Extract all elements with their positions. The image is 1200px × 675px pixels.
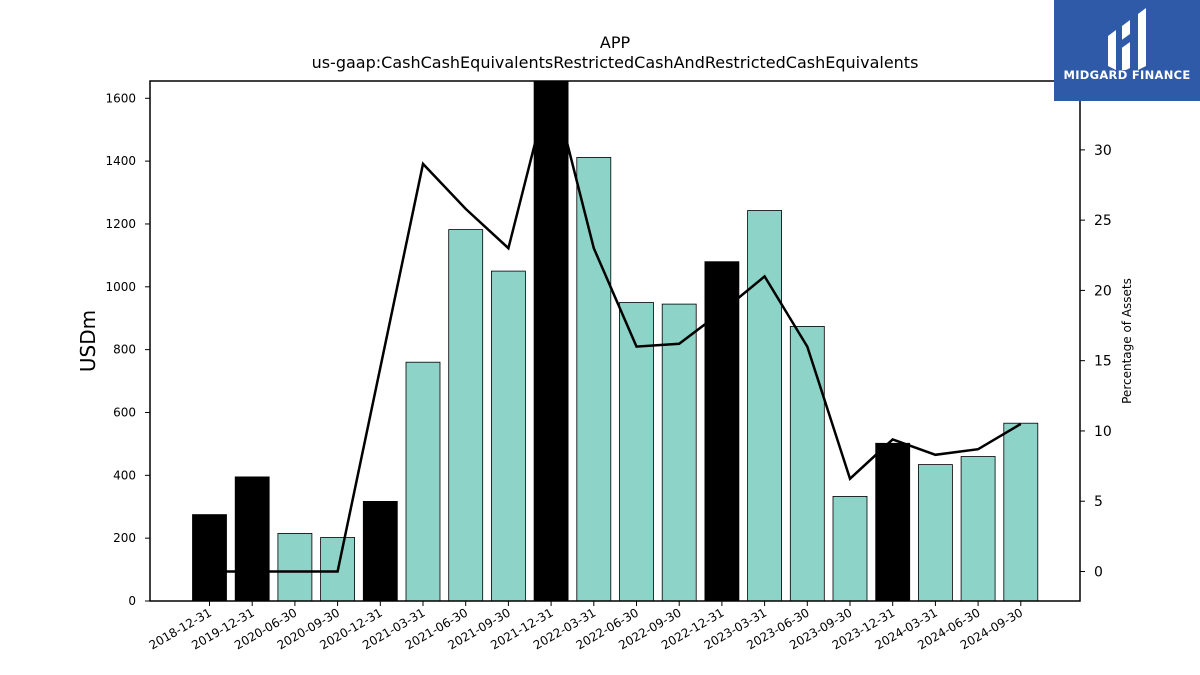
y2-tick-label: 15 bbox=[1094, 354, 1112, 370]
y-axis: 0 200 400 600 800 1000 1200 1400 1600 bbox=[105, 91, 150, 608]
bar-2022-09-30 bbox=[661, 303, 697, 602]
bar-2024-03-31 bbox=[918, 464, 953, 602]
bar-2018-12-31 bbox=[192, 514, 227, 602]
x-axis: 2018-12-312019-12-312020-06-302020-09-30… bbox=[147, 601, 1025, 652]
logo-mark-icon bbox=[1108, 8, 1146, 70]
y-tick-label: 200 bbox=[113, 531, 136, 545]
y-tick-label: 1400 bbox=[105, 154, 136, 168]
bar-2023-12-31 bbox=[875, 442, 911, 602]
y-tick-label: 600 bbox=[113, 405, 136, 419]
bar-2023-03-31 bbox=[747, 210, 782, 602]
bar-2024-06-30 bbox=[960, 456, 996, 602]
y2-tick-label: 0 bbox=[1094, 564, 1103, 580]
bar-2022-03-31 bbox=[576, 156, 612, 602]
y2-tick-label: 20 bbox=[1094, 283, 1112, 299]
bar-2021-06-30 bbox=[448, 229, 484, 602]
plot-frame bbox=[149, 80, 1081, 602]
chart-title: APP bbox=[600, 33, 631, 52]
y-tick-label: 800 bbox=[113, 343, 136, 357]
y-tick-label: 1000 bbox=[105, 280, 136, 294]
logo-text: MIDGARD FINANCE bbox=[1063, 68, 1191, 82]
bar-2019-12-31 bbox=[234, 476, 270, 602]
bar-2023-06-30 bbox=[789, 325, 825, 602]
bar-2021-09-30 bbox=[490, 270, 526, 602]
chart-subtitle: us-gaap:CashCashEquivalentsRestrictedCas… bbox=[312, 53, 919, 72]
y2-tick-label: 25 bbox=[1094, 213, 1112, 229]
bar-2024-09-30 bbox=[1003, 422, 1039, 602]
y2-axis: 0 5 10 15 20 25 30 bbox=[1080, 143, 1112, 580]
bar-2020-12-31 bbox=[362, 500, 398, 602]
y-tick-label: 0 bbox=[128, 594, 136, 608]
bar-2022-06-30 bbox=[619, 302, 654, 602]
bar-2021-12-31 bbox=[533, 80, 569, 602]
y-tick-label: 400 bbox=[113, 468, 136, 482]
percentage-line bbox=[209, 81, 1022, 573]
bar-2020-06-30 bbox=[277, 533, 313, 602]
y-tick-label: 1600 bbox=[105, 91, 136, 105]
y2-tick-label: 10 bbox=[1094, 424, 1112, 440]
bar-2022-12-31 bbox=[704, 261, 740, 602]
y-axis-label: USDm bbox=[76, 310, 100, 372]
bars-group bbox=[192, 80, 1039, 602]
y-tick-label: 1200 bbox=[105, 217, 136, 231]
y2-tick-label: 5 bbox=[1094, 494, 1103, 510]
bar-2021-03-31 bbox=[405, 361, 441, 602]
bar-2023-09-30 bbox=[832, 495, 868, 602]
midgard-finance-logo: MIDGARD FINANCE bbox=[1054, 0, 1200, 101]
line-group bbox=[209, 81, 1022, 573]
y2-tick-label: 30 bbox=[1094, 143, 1112, 159]
y2-axis-label: Percentage of Assets bbox=[1120, 278, 1134, 404]
